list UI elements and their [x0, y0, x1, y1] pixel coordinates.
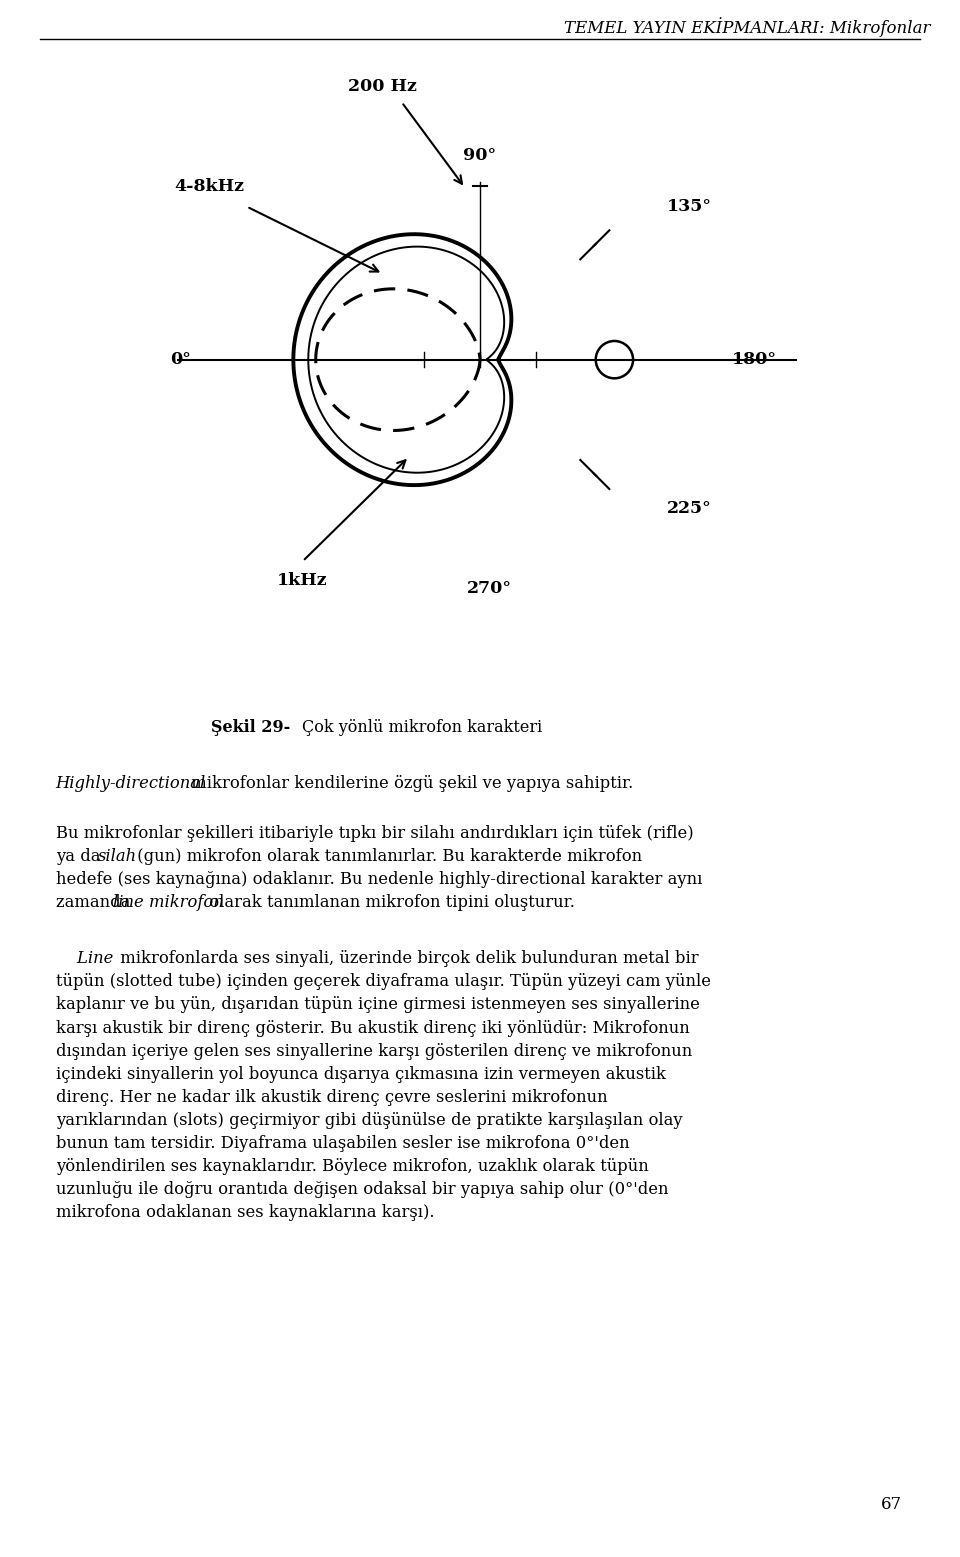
Text: Şekil 29-: Şekil 29-: [211, 719, 291, 736]
Text: yönlendirilen ses kaynaklarıdır. Böylece mikrofon, uzaklık olarak tüpün: yönlendirilen ses kaynaklarıdır. Böylece…: [56, 1158, 648, 1176]
Text: 1kHz: 1kHz: [277, 573, 328, 590]
Text: mikrofonlar kendilerine özgü şekil ve yapıya sahiptir.: mikrofonlar kendilerine özgü şekil ve ya…: [186, 775, 634, 793]
Text: 135°: 135°: [666, 198, 711, 215]
Text: 67: 67: [881, 1496, 902, 1513]
Text: 0°: 0°: [170, 352, 191, 367]
Text: 270°: 270°: [467, 579, 512, 596]
Text: 90°: 90°: [464, 146, 496, 163]
Text: ya da: ya da: [56, 849, 106, 866]
Text: mikrofonlarda ses sinyali, üzerinde birçok delik bulunduran metal bir: mikrofonlarda ses sinyali, üzerinde birç…: [115, 950, 699, 967]
Text: 225°: 225°: [666, 500, 711, 517]
Text: bunun tam tersidir. Diyaframa ulaşabilen sesler ise mikrofona 0°'den: bunun tam tersidir. Diyaframa ulaşabilen…: [56, 1135, 630, 1152]
Text: Çok yönlü mikrofon karakteri: Çok yönlü mikrofon karakteri: [302, 719, 542, 736]
Text: silah: silah: [98, 849, 137, 866]
Text: Bu mikrofonlar şekilleri itibariyle tıpkı bir silahı andırdıkları için tüfek (ri: Bu mikrofonlar şekilleri itibariyle tıpk…: [56, 825, 693, 842]
Text: olarak tanımlanan mikrofon tipini oluşturur.: olarak tanımlanan mikrofon tipini oluştu…: [204, 894, 575, 911]
Text: mikrofona odaklanan ses kaynaklarına karşı).: mikrofona odaklanan ses kaynaklarına kar…: [56, 1204, 434, 1221]
Text: karşı akustik bir direnç gösterir. Bu akustik direnç iki yönlüdür: Mikrofonun: karşı akustik bir direnç gösterir. Bu ak…: [56, 1020, 689, 1037]
Text: TEMEL YAYIN EKİPMANLARI: Mikrofonlar: TEMEL YAYIN EKİPMANLARI: Mikrofonlar: [564, 17, 930, 37]
Text: yarıklarından (slots) geçirmiyor gibi düşünülse de pratikte karşılaşılan olay: yarıklarından (slots) geçirmiyor gibi dü…: [56, 1112, 683, 1129]
Text: hedefe (ses kaynağına) odaklanır. Bu nedenle highly-directional karakter aynı: hedefe (ses kaynağına) odaklanır. Bu ned…: [56, 872, 702, 889]
Text: uzunluğu ile doğru orantıda değişen odaksal bir yapıya sahip olur (0°'den: uzunluğu ile doğru orantıda değişen odak…: [56, 1180, 668, 1197]
Text: zamanda: zamanda: [56, 894, 135, 911]
Text: tüpün (slotted tube) içinden geçerek diyaframa ulaşır. Tüpün yüzeyi cam yünle: tüpün (slotted tube) içinden geçerek diy…: [56, 973, 710, 990]
Text: (gun) mikrofon olarak tanımlanırlar. Bu karakterde mikrofon: (gun) mikrofon olarak tanımlanırlar. Bu …: [132, 849, 642, 866]
Text: Line: Line: [56, 950, 113, 967]
Text: dışından içeriye gelen ses sinyallerine karşı gösterilen direnç ve mikrofonun: dışından içeriye gelen ses sinyallerine …: [56, 1043, 692, 1060]
Text: line mikrofon: line mikrofon: [113, 894, 224, 911]
Text: direnç. Her ne kadar ilk akustik direnç çevre seslerini mikrofonun: direnç. Her ne kadar ilk akustik direnç …: [56, 1088, 608, 1105]
Text: 4-8kHz: 4-8kHz: [175, 179, 245, 195]
Text: Highly-directional: Highly-directional: [56, 775, 206, 793]
Text: kaplanır ve bu yün, dışarıdan tüpün içine girmesi istenmeyen ses sinyallerine: kaplanır ve bu yün, dışarıdan tüpün için…: [56, 996, 700, 1014]
Text: 180°: 180°: [732, 352, 777, 367]
Text: 200 Hz: 200 Hz: [348, 78, 418, 95]
Text: içindeki sinyallerin yol boyunca dışarıya çıkmasına izin vermeyen akustik: içindeki sinyallerin yol boyunca dışarıy…: [56, 1065, 665, 1082]
